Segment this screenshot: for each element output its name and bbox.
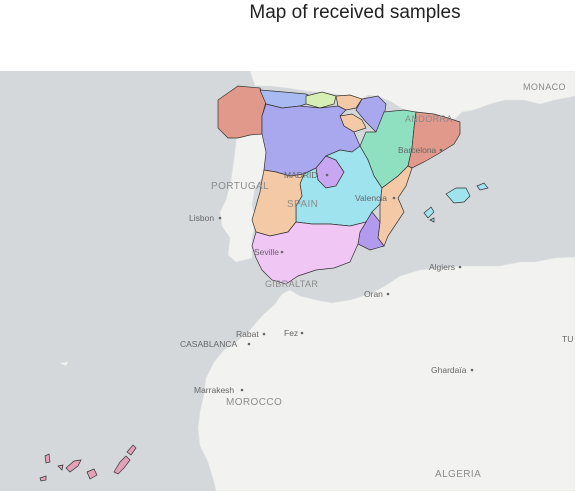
- label-oran: Oran: [364, 289, 383, 299]
- label-seville: Seville: [254, 247, 279, 257]
- canary-islands[interactable]: [39, 444, 137, 482]
- balearic-majorca[interactable]: [445, 187, 471, 204]
- map-title: Map of received samples: [249, 2, 461, 23]
- city-dot-fez: [300, 331, 304, 335]
- label-ghardaia: Ghardaïa: [431, 365, 467, 375]
- city-dot-oran: [386, 292, 390, 296]
- balearic-ibiza[interactable]: [423, 206, 435, 219]
- label-portugal: PORTUGAL: [211, 181, 269, 192]
- region-valencia[interactable]: [377, 165, 413, 247]
- label-spain: SPAIN: [287, 199, 318, 210]
- label-morocco: MOROCCO: [226, 397, 282, 408]
- label-lisbon: Lisbon: [189, 213, 214, 223]
- region-cantabria[interactable]: [305, 91, 337, 109]
- canary-lanzarote[interactable]: [126, 444, 137, 456]
- city-dot-casablanca: [247, 342, 251, 346]
- label-barcelona: Barcelona: [398, 145, 437, 155]
- label-algeria: ALGERIA: [435, 469, 481, 480]
- canary-la-gomera[interactable]: [57, 464, 64, 471]
- madeira-island: [60, 362, 68, 366]
- label-fez: Fez: [284, 328, 298, 338]
- label-marrakesh: Marrakesh: [194, 385, 234, 395]
- map-panel[interactable]: PORTUGAL SPAIN MOROCCO ALGERIA MONACO AN…: [0, 71, 575, 491]
- label-valencia: Valencia: [355, 193, 387, 203]
- canary-gran-canaria[interactable]: [86, 468, 98, 480]
- canary-la-palma[interactable]: [44, 453, 51, 464]
- balearic-formentera[interactable]: [429, 217, 435, 223]
- canary-fuerteventura[interactable]: [113, 455, 131, 475]
- land-africa: [197, 256, 575, 491]
- city-dot-marrakesh: [240, 388, 244, 392]
- label-madrid: MADRID: [284, 170, 318, 180]
- city-dot-ghardaia: [470, 368, 474, 372]
- label-monaco: MONACO: [523, 82, 566, 92]
- label-andorra: ANDORRA: [405, 114, 453, 124]
- city-dot-valencia: [392, 196, 396, 200]
- label-rabat: Rabat: [236, 329, 259, 339]
- region-andalusia[interactable]: [251, 221, 367, 285]
- label-algiers: Algiers: [429, 262, 455, 272]
- balearic-minorca[interactable]: [476, 182, 489, 191]
- city-dot-algiers: [458, 265, 462, 269]
- canary-el-hierro[interactable]: [39, 475, 47, 482]
- canary-tenerife[interactable]: [65, 459, 82, 473]
- region-catalonia[interactable]: [407, 111, 461, 169]
- label-tu-partial: TU: [562, 334, 573, 344]
- city-dot-rabat: [262, 332, 266, 336]
- city-dot-madrid: [325, 173, 329, 177]
- city-dot-barcelona: [439, 148, 443, 152]
- city-dot-lisbon: [218, 216, 222, 220]
- city-dot-seville: [280, 250, 284, 254]
- label-casablanca: CASABLANCA: [180, 339, 237, 349]
- label-gibraltar: GIBRALTAR: [265, 279, 318, 289]
